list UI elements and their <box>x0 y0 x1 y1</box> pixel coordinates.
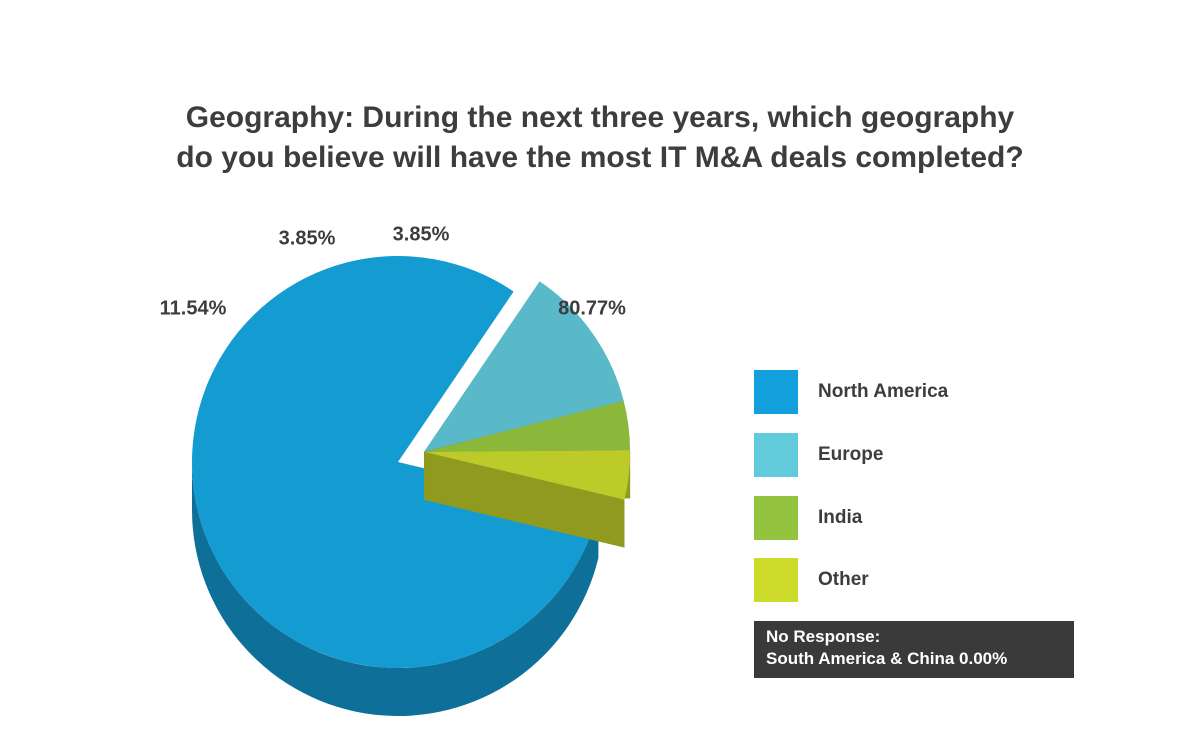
legend-item-north-america: North America <box>754 370 1014 414</box>
pie-top-other <box>424 450 631 500</box>
no-response-note-line-1: No Response: <box>766 627 881 646</box>
pie-label-europe: 11.54% <box>160 297 227 319</box>
pie-top-europe <box>424 281 624 452</box>
legend-label-north-america: North America <box>818 381 949 402</box>
pie-slice-other <box>424 450 631 548</box>
pie-top-north-america <box>192 255 599 668</box>
pie-label-north-america: 80.77% <box>558 297 626 319</box>
legend-swatch-india <box>754 496 798 540</box>
legend-swatch-other <box>754 558 798 602</box>
legend-item-india: India <box>754 496 1014 540</box>
no-response-note-line-2: South America & China 0.00% <box>766 649 1008 668</box>
pie-side-north-america <box>192 462 599 716</box>
pie-label-india: 3.85% <box>279 227 336 249</box>
legend-swatch-north-america <box>754 370 798 414</box>
legend-label-india: India <box>818 507 863 528</box>
pie-top-india <box>424 400 631 452</box>
chart-title-line-2: do you believe will have the most IT M&A… <box>176 141 1024 174</box>
legend-swatch-europe <box>754 433 798 477</box>
pie-slice-north-america <box>192 255 599 716</box>
pie-label-other: 3.85% <box>393 223 450 245</box>
no-response-note: No Response: South America & China 0.00% <box>754 621 1074 678</box>
legend-item-europe: Europe <box>754 433 1014 477</box>
chart-title-line-1: Geography: During the next three years, … <box>185 101 1015 134</box>
chart-title: Geography: During the next three years, … <box>0 98 1200 178</box>
legend-label-europe: Europe <box>818 444 884 465</box>
legend-item-other: Other <box>754 558 1014 602</box>
pie-cut-face-other-1 <box>424 451 625 548</box>
legend-label-other: Other <box>818 569 869 590</box>
